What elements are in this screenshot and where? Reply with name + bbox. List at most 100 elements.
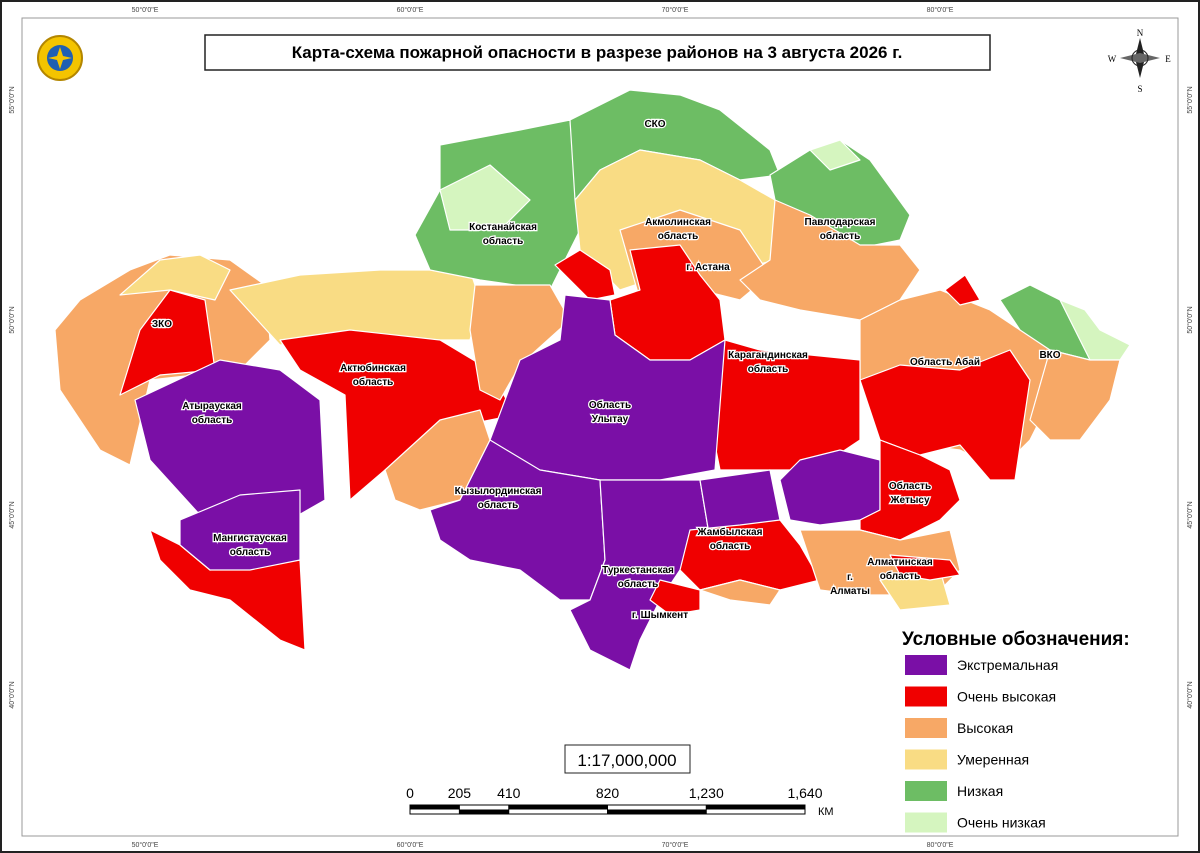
lat-label: 40°0'0"N bbox=[1186, 681, 1194, 708]
legend-swatch bbox=[905, 655, 947, 675]
lat-label: 55°0'0"N bbox=[1186, 86, 1194, 113]
region-label: область bbox=[230, 546, 271, 558]
region-label: ЗКО bbox=[152, 319, 172, 330]
legend-label: Высокая bbox=[957, 720, 1013, 736]
lon-label: 70°0'0"E bbox=[662, 6, 689, 14]
region-area bbox=[679, 519, 821, 591]
neatline bbox=[21, 17, 1179, 837]
region-label: Акмолинская bbox=[645, 217, 711, 228]
lat-label: 45°0'0"N bbox=[1186, 501, 1194, 528]
compass: N S E W bbox=[1108, 28, 1172, 94]
title-frame bbox=[204, 34, 991, 71]
scale: 1:17,000,000 КМ 0 205 410 820 1,230 1,640 bbox=[406, 744, 834, 818]
lat-label: 55°0'0"N bbox=[8, 86, 16, 113]
region-area bbox=[859, 439, 961, 541]
region-label: Жетысу bbox=[889, 495, 929, 506]
scale-unit: КМ bbox=[818, 806, 834, 818]
region-label: область bbox=[353, 376, 394, 388]
region-area bbox=[699, 579, 781, 606]
region-label: Туркестанская bbox=[602, 565, 674, 576]
lon-label: 70°0'0"E bbox=[662, 841, 689, 849]
legend-swatch bbox=[905, 781, 947, 801]
region-label: Улытау bbox=[592, 414, 629, 425]
regions bbox=[54, 89, 1131, 671]
region-label: Актюбинская bbox=[340, 362, 406, 374]
region-area bbox=[469, 284, 571, 401]
scale-segment bbox=[410, 805, 460, 810]
lat-label: 50°0'0"N bbox=[1186, 306, 1194, 333]
scale-segment bbox=[508, 805, 608, 810]
region-label: область bbox=[658, 230, 699, 242]
region-area bbox=[119, 289, 216, 396]
region-area bbox=[429, 439, 606, 601]
scale-tick-label: 820 bbox=[596, 785, 620, 801]
legend-label: Умеренная bbox=[957, 752, 1029, 768]
region-area bbox=[179, 489, 301, 571]
region-label: Область Абай bbox=[910, 356, 980, 368]
region-label: область bbox=[618, 578, 659, 590]
region-label: Павлодарская bbox=[805, 217, 876, 228]
legend-swatch bbox=[905, 749, 947, 770]
region-label: область bbox=[820, 230, 861, 242]
region-label: Атырауская bbox=[182, 401, 242, 412]
region-area bbox=[889, 554, 961, 581]
region-label: г. Астана bbox=[686, 262, 730, 273]
region-label: область bbox=[880, 570, 921, 582]
emblem bbox=[37, 35, 83, 81]
lat-label: 45°0'0"N bbox=[8, 501, 16, 528]
region-label: СКО bbox=[644, 119, 665, 130]
legend-swatch bbox=[905, 718, 947, 738]
compass-s: S bbox=[1137, 84, 1142, 94]
scale-segment bbox=[607, 809, 707, 814]
region-label: область bbox=[483, 235, 524, 247]
region-label: область bbox=[192, 414, 233, 426]
scale-tick-label: 205 bbox=[448, 785, 472, 801]
compass-ring bbox=[1131, 49, 1149, 67]
scale-tick-label: 1,640 bbox=[787, 785, 822, 801]
lon-label: 50°0'0"E bbox=[132, 841, 159, 849]
scale-tick-label: 410 bbox=[497, 785, 521, 801]
lat-label: 50°0'0"N bbox=[8, 306, 16, 333]
scale-tick-label: 1,230 bbox=[689, 785, 724, 801]
region-area bbox=[809, 139, 861, 171]
legend-swatch bbox=[905, 812, 947, 833]
scale-ratio: 1:17,000,000 bbox=[577, 751, 676, 770]
compass-w: W bbox=[1108, 54, 1117, 64]
legend-label: Экстремальная bbox=[957, 657, 1058, 673]
region-label: Область bbox=[889, 480, 931, 492]
lon-label: 60°0'0"E bbox=[397, 6, 424, 14]
lon-label: 80°0'0"E bbox=[927, 6, 954, 14]
region-label: Область bbox=[589, 399, 631, 411]
region-label: Костанайская bbox=[469, 222, 537, 233]
region-area bbox=[944, 274, 981, 306]
scale-segment bbox=[706, 805, 805, 810]
region-label: Жамбылская bbox=[697, 526, 763, 538]
region-area bbox=[554, 249, 616, 301]
region-area bbox=[134, 359, 326, 521]
compass-n: N bbox=[1137, 28, 1144, 38]
region-label: Алматы bbox=[830, 586, 870, 597]
region-label: ВКО bbox=[1039, 350, 1060, 361]
compass-e: E bbox=[1165, 54, 1171, 64]
scale-ratio-box bbox=[564, 744, 691, 774]
legend-swatch bbox=[905, 686, 947, 707]
region-area bbox=[1029, 349, 1121, 441]
lon-label: 50°0'0"E bbox=[132, 6, 159, 14]
region-label: Кызылординская bbox=[455, 486, 542, 497]
region-area bbox=[439, 164, 531, 231]
region-label: г. bbox=[847, 572, 853, 583]
title-box: Карта-схема пожарной опасности в разрезе… bbox=[204, 34, 991, 71]
compass-needle bbox=[1120, 53, 1160, 63]
legend-label: Очень низкая bbox=[957, 815, 1046, 831]
region-area bbox=[649, 579, 701, 616]
legend-label: Очень высокая bbox=[957, 689, 1056, 705]
scale-segment bbox=[459, 809, 509, 814]
map-title: Карта-схема пожарной опасности в разрезе… bbox=[292, 43, 903, 62]
lat-label: 40°0'0"N bbox=[8, 681, 16, 708]
region-label: область bbox=[748, 363, 789, 375]
legend: Условные обозначения: Экстремальная Очень… bbox=[902, 629, 1130, 833]
region-label: Алматинская bbox=[867, 557, 933, 568]
lon-label: 60°0'0"E bbox=[397, 841, 424, 849]
region-label: г. Шымкент bbox=[632, 610, 688, 621]
